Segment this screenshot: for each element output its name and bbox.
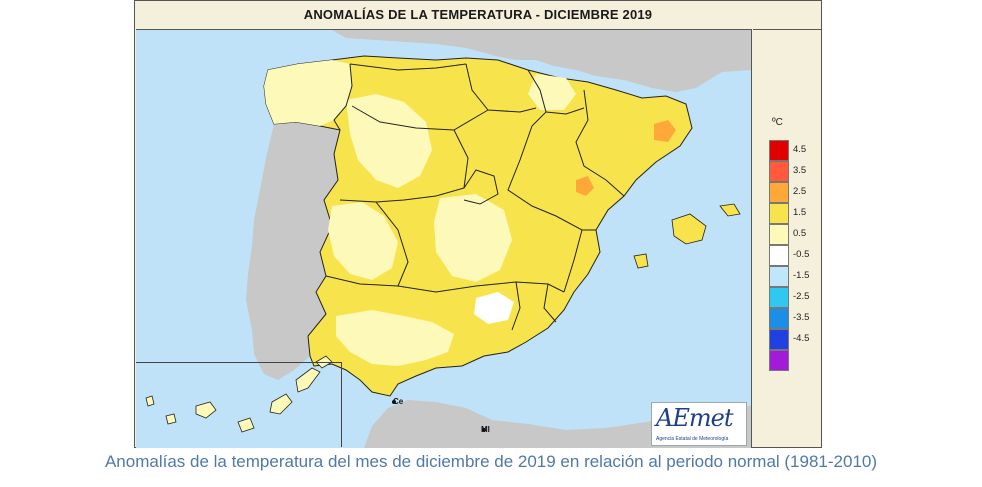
anomaly-zone-extremadura (328, 202, 398, 280)
legend-swatch (769, 308, 789, 329)
legend: ºC 4.5 3.5 2.5 1.5 0.5 -0.5 -1.5 -2.5 -3.5 -4.5 (753, 29, 821, 448)
anomaly-map (136, 30, 751, 448)
ceuta-marker (392, 400, 396, 404)
legend-swatch (769, 203, 789, 224)
legend-label: 2.5 (793, 186, 807, 197)
melilla-marker (482, 428, 486, 432)
anomaly-zone-valencia-warm (576, 176, 594, 196)
legend-swatch (769, 182, 789, 203)
portugal-land (246, 122, 340, 380)
legend-swatch (769, 350, 789, 371)
anomaly-zone-andalucia (336, 310, 454, 366)
legend-item: 3.5 (769, 161, 829, 182)
legend-item: 1.5 (769, 203, 829, 224)
anomaly-zone-navarra (528, 74, 576, 110)
legend-label: 4.5 (793, 144, 807, 155)
legend-label: 0.5 (793, 228, 807, 239)
legend-swatch (769, 224, 789, 245)
aemet-logo-text: AEmet (656, 404, 733, 432)
legend-label: -2.5 (793, 291, 810, 302)
legend-item: 4.5 (769, 140, 829, 161)
france-land (332, 30, 751, 92)
anomaly-zone-white (474, 292, 514, 324)
legend-label: 3.5 (793, 165, 807, 176)
legend-unit: ºC (772, 117, 783, 128)
menorca (719, 203, 741, 217)
anomaly-zone-castilla-leon (346, 94, 432, 188)
legend-swatch (769, 245, 789, 266)
mallorca (671, 213, 707, 245)
legend-item: -1.5 (769, 266, 829, 287)
region-boundaries (325, 63, 625, 331)
legend-label: -3.5 (793, 312, 810, 323)
ibiza (633, 253, 649, 269)
legend-item: 0.5 (769, 224, 829, 245)
legend-swatch (769, 140, 789, 161)
legend-item (769, 350, 829, 371)
anomaly-zone-catalonia-warm (654, 120, 676, 142)
legend-item: -3.5 (769, 308, 829, 329)
melilla-label: Ml (481, 425, 490, 434)
canary-inset-frame (136, 362, 342, 447)
legend-label: -4.5 (793, 333, 810, 344)
anomaly-zone-galicia (264, 60, 352, 126)
legend-item: -4.5 (769, 329, 829, 350)
legend-label: 1.5 (793, 207, 807, 218)
legend-item: -0.5 (769, 245, 829, 266)
legend-swatch (769, 266, 789, 287)
map-figure: ANOMALÍAS DE LA TEMPERATURA - DICIEMBRE … (134, 0, 822, 448)
ceuta-label: Ce (393, 397, 404, 406)
map-title: ANOMALÍAS DE LA TEMPERATURA - DICIEMBRE … (303, 7, 653, 22)
figure-caption: Anomalías de la temperatura del mes de d… (104, 452, 878, 471)
legend-swatch (769, 287, 789, 308)
map-area (136, 29, 752, 448)
legend-label: -1.5 (793, 270, 810, 281)
legend-swatch (769, 161, 789, 182)
legend-item: -2.5 (769, 287, 829, 308)
legend-swatch (769, 329, 789, 350)
legend-item: 2.5 (769, 182, 829, 203)
aemet-logo: AEmet Agencia Estatal de Meteorología (651, 402, 747, 446)
aemet-logo-subtitle: Agencia Estatal de Meteorología (656, 436, 729, 442)
legend-label: -0.5 (793, 249, 810, 260)
anomaly-zone-castilla-la-mancha (434, 194, 512, 282)
